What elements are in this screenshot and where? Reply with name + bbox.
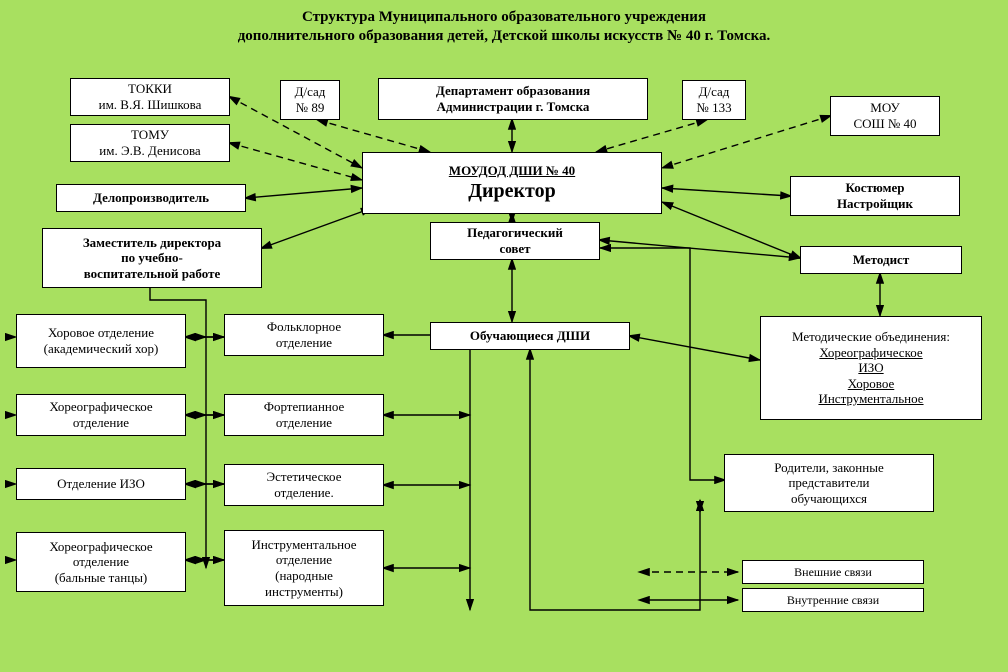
title-line1: Структура Муниципального образовательног… xyxy=(302,9,706,25)
node-legend_ext: Внешние связи xyxy=(742,560,924,584)
node-estet: Эстетическоеотделение. xyxy=(224,464,384,506)
title-line2: дополнительного образования детей, Детск… xyxy=(238,28,771,44)
node-horeo2: Хореографическоеотделение(бальные танцы) xyxy=(16,532,186,592)
node-dsad89: Д/сад№ 89 xyxy=(280,80,340,120)
node-students: Обучающиеся ДШИ xyxy=(430,322,630,350)
node-legend_int: Внутренние связи xyxy=(742,588,924,612)
diagram-title: Структура Муниципального образовательног… xyxy=(0,8,1008,46)
node-zam: Заместитель директорапо учебно-воспитате… xyxy=(42,228,262,288)
node-metodist: Методист xyxy=(800,246,962,274)
node-forte: Фортепианноеотделение xyxy=(224,394,384,436)
node-kostumer: КостюмерНастройщик xyxy=(790,176,960,216)
node-instr: Инструментальноеотделение(народныеинстру… xyxy=(224,530,384,606)
node-mou40: МОУСОШ № 40 xyxy=(830,96,940,136)
node-delopr: Делопроизводитель xyxy=(56,184,246,212)
node-parents: Родители, законныепредставителиобучающих… xyxy=(724,454,934,512)
node-tokki: ТОККИим. В.Я. Шишкова xyxy=(70,78,230,116)
node-hor: Хоровое отделение(академический хор) xyxy=(16,314,186,368)
node-metobj: Методические объединения:Хореографическо… xyxy=(760,316,982,420)
node-director: МОУДОД ДШИ № 40Директор xyxy=(362,152,662,214)
node-tomu: ТОМУим. Э.В. Денисова xyxy=(70,124,230,162)
node-folk: Фольклорноеотделение xyxy=(224,314,384,356)
node-horeo1: Хореографическоеотделение xyxy=(16,394,186,436)
node-pedsovet: Педагогическийсовет xyxy=(430,222,600,260)
node-izo: Отделение ИЗО xyxy=(16,468,186,500)
node-dept: Департамент образованияАдминистрации г. … xyxy=(378,78,648,120)
node-dsad133: Д/сад№ 133 xyxy=(682,80,746,120)
